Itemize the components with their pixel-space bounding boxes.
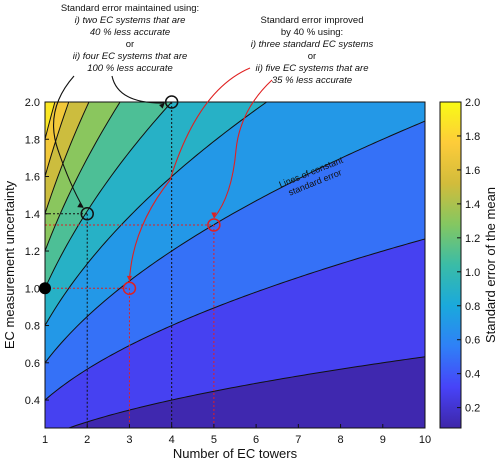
contour-line xyxy=(45,102,268,326)
y-tick-label: 1.0 xyxy=(25,283,40,295)
arrow-maintained-1-head xyxy=(77,202,84,208)
colorbar-tick-label: 1.2 xyxy=(465,233,480,245)
y-tick-label: 1.4 xyxy=(25,209,40,221)
colorbar-tick-label: 0.6 xyxy=(465,335,480,347)
arrow-maintained-2-head xyxy=(159,103,165,109)
colorbar-tick-label: 2.0 xyxy=(465,97,480,109)
y-tick-label: 1.2 xyxy=(25,246,40,258)
heatmap-band xyxy=(45,102,425,252)
x-tick-label: 4 xyxy=(169,434,175,446)
contour-line xyxy=(45,102,173,289)
maintained-point-marker xyxy=(164,95,179,109)
y-axis-label: EC measurement uncertainty xyxy=(2,180,17,349)
y-tick-label: 0.8 xyxy=(25,321,40,333)
annotation-maintained-line-6: 100 % less accurate xyxy=(87,63,173,74)
annotation-improved-line-3: i) three standard EC systems xyxy=(251,39,374,50)
y-tick-label: 0.6 xyxy=(25,358,40,370)
contour-line xyxy=(45,238,425,401)
heatmap-band xyxy=(45,102,425,214)
annotation-improved: Standard error improved by 40 % using: i… xyxy=(251,15,374,86)
x-axis-ticks: 1 2 3 4 5 6 7 8 9 10 xyxy=(42,424,431,446)
maintained-point-marker xyxy=(80,207,94,221)
contour-line xyxy=(67,356,425,428)
x-axis-label: Number of EC towers xyxy=(173,446,298,461)
heatmap-band xyxy=(45,102,425,363)
annotation-maintained-line-2: i) two EC systems that are xyxy=(75,15,186,26)
arrow-improved-1-head xyxy=(126,275,133,282)
heatmap-band xyxy=(45,356,425,428)
colorbar xyxy=(439,101,462,429)
arrow-improved-1 xyxy=(128,67,251,282)
annotation-improved-line-5: ii) five EC systems that are xyxy=(256,63,369,74)
contour-line xyxy=(45,102,121,252)
x-tick-label: 5 xyxy=(211,434,217,446)
annotation-maintained-line-3: 40 % less accurate xyxy=(90,27,170,38)
x-tick-label: 10 xyxy=(419,434,431,446)
improved-point-marker xyxy=(122,281,137,296)
x-tick-label: 9 xyxy=(380,434,386,446)
heatmap-field xyxy=(45,102,425,428)
arrow-maintained-2 xyxy=(111,75,165,104)
colorbar-ticks: 0.2 0.4 0.6 0.8 1.0 1.2 1.4 1.6 1.8 2.0 xyxy=(457,97,480,415)
y-tick-label: 1.8 xyxy=(25,134,40,146)
colorbar-tick-label: 1.8 xyxy=(465,131,480,143)
annotation-improved-line-4: or xyxy=(308,51,316,62)
heatmap-band xyxy=(45,121,425,401)
contour-lines xyxy=(45,102,425,428)
annotation-maintained-line-1: Standard error maintained using: xyxy=(61,3,199,14)
plot-frame xyxy=(44,101,426,429)
y-tick-label: 2.0 xyxy=(25,97,40,109)
x-tick-label: 6 xyxy=(253,434,259,446)
annotation-improved-line-2: by 40 % using: xyxy=(281,27,343,38)
arrow-maintained-1 xyxy=(53,75,84,209)
colorbar-tick-label: 1.4 xyxy=(465,199,480,211)
colorbar-tick-label: 1.6 xyxy=(465,165,480,177)
annotation-improved-line-1: Standard error improved xyxy=(261,15,364,26)
heatmap-band xyxy=(45,238,425,428)
reference-point-marker xyxy=(39,282,51,295)
annotation-improved-line-6: 35 % less accurate xyxy=(272,75,352,86)
colorbar-tick-label: 0.8 xyxy=(465,301,480,313)
annotation-maintained-line-4: or xyxy=(126,39,134,50)
annotation-maintained-line-5: ii) four EC systems that are xyxy=(73,51,188,62)
colorbar-label: Standard error of the mean xyxy=(483,187,498,343)
x-tick-label: 7 xyxy=(295,434,301,446)
arrow-improved-2 xyxy=(213,79,273,219)
colorbar-tick-label: 0.2 xyxy=(465,403,480,415)
heatmap-band xyxy=(45,102,425,326)
x-tick-label: 3 xyxy=(126,434,132,446)
improved-point-marker xyxy=(207,218,221,232)
data-markers xyxy=(39,95,221,296)
y-tick-label: 0.4 xyxy=(25,395,40,407)
x-tick-label: 8 xyxy=(337,434,343,446)
x-tick-label: 1 xyxy=(42,434,48,446)
contour-line xyxy=(45,120,425,364)
annotation-arrows xyxy=(53,67,273,282)
arrow-improved-2-head xyxy=(211,212,217,218)
y-tick-label: 1.6 xyxy=(25,172,40,184)
colorbar-tick-label: 1.0 xyxy=(465,267,480,279)
colorbar-tick-label: 0.4 xyxy=(465,369,480,381)
annotation-maintained: Standard error maintained using: i) two … xyxy=(61,3,199,74)
x-tick-label: 2 xyxy=(84,434,90,446)
